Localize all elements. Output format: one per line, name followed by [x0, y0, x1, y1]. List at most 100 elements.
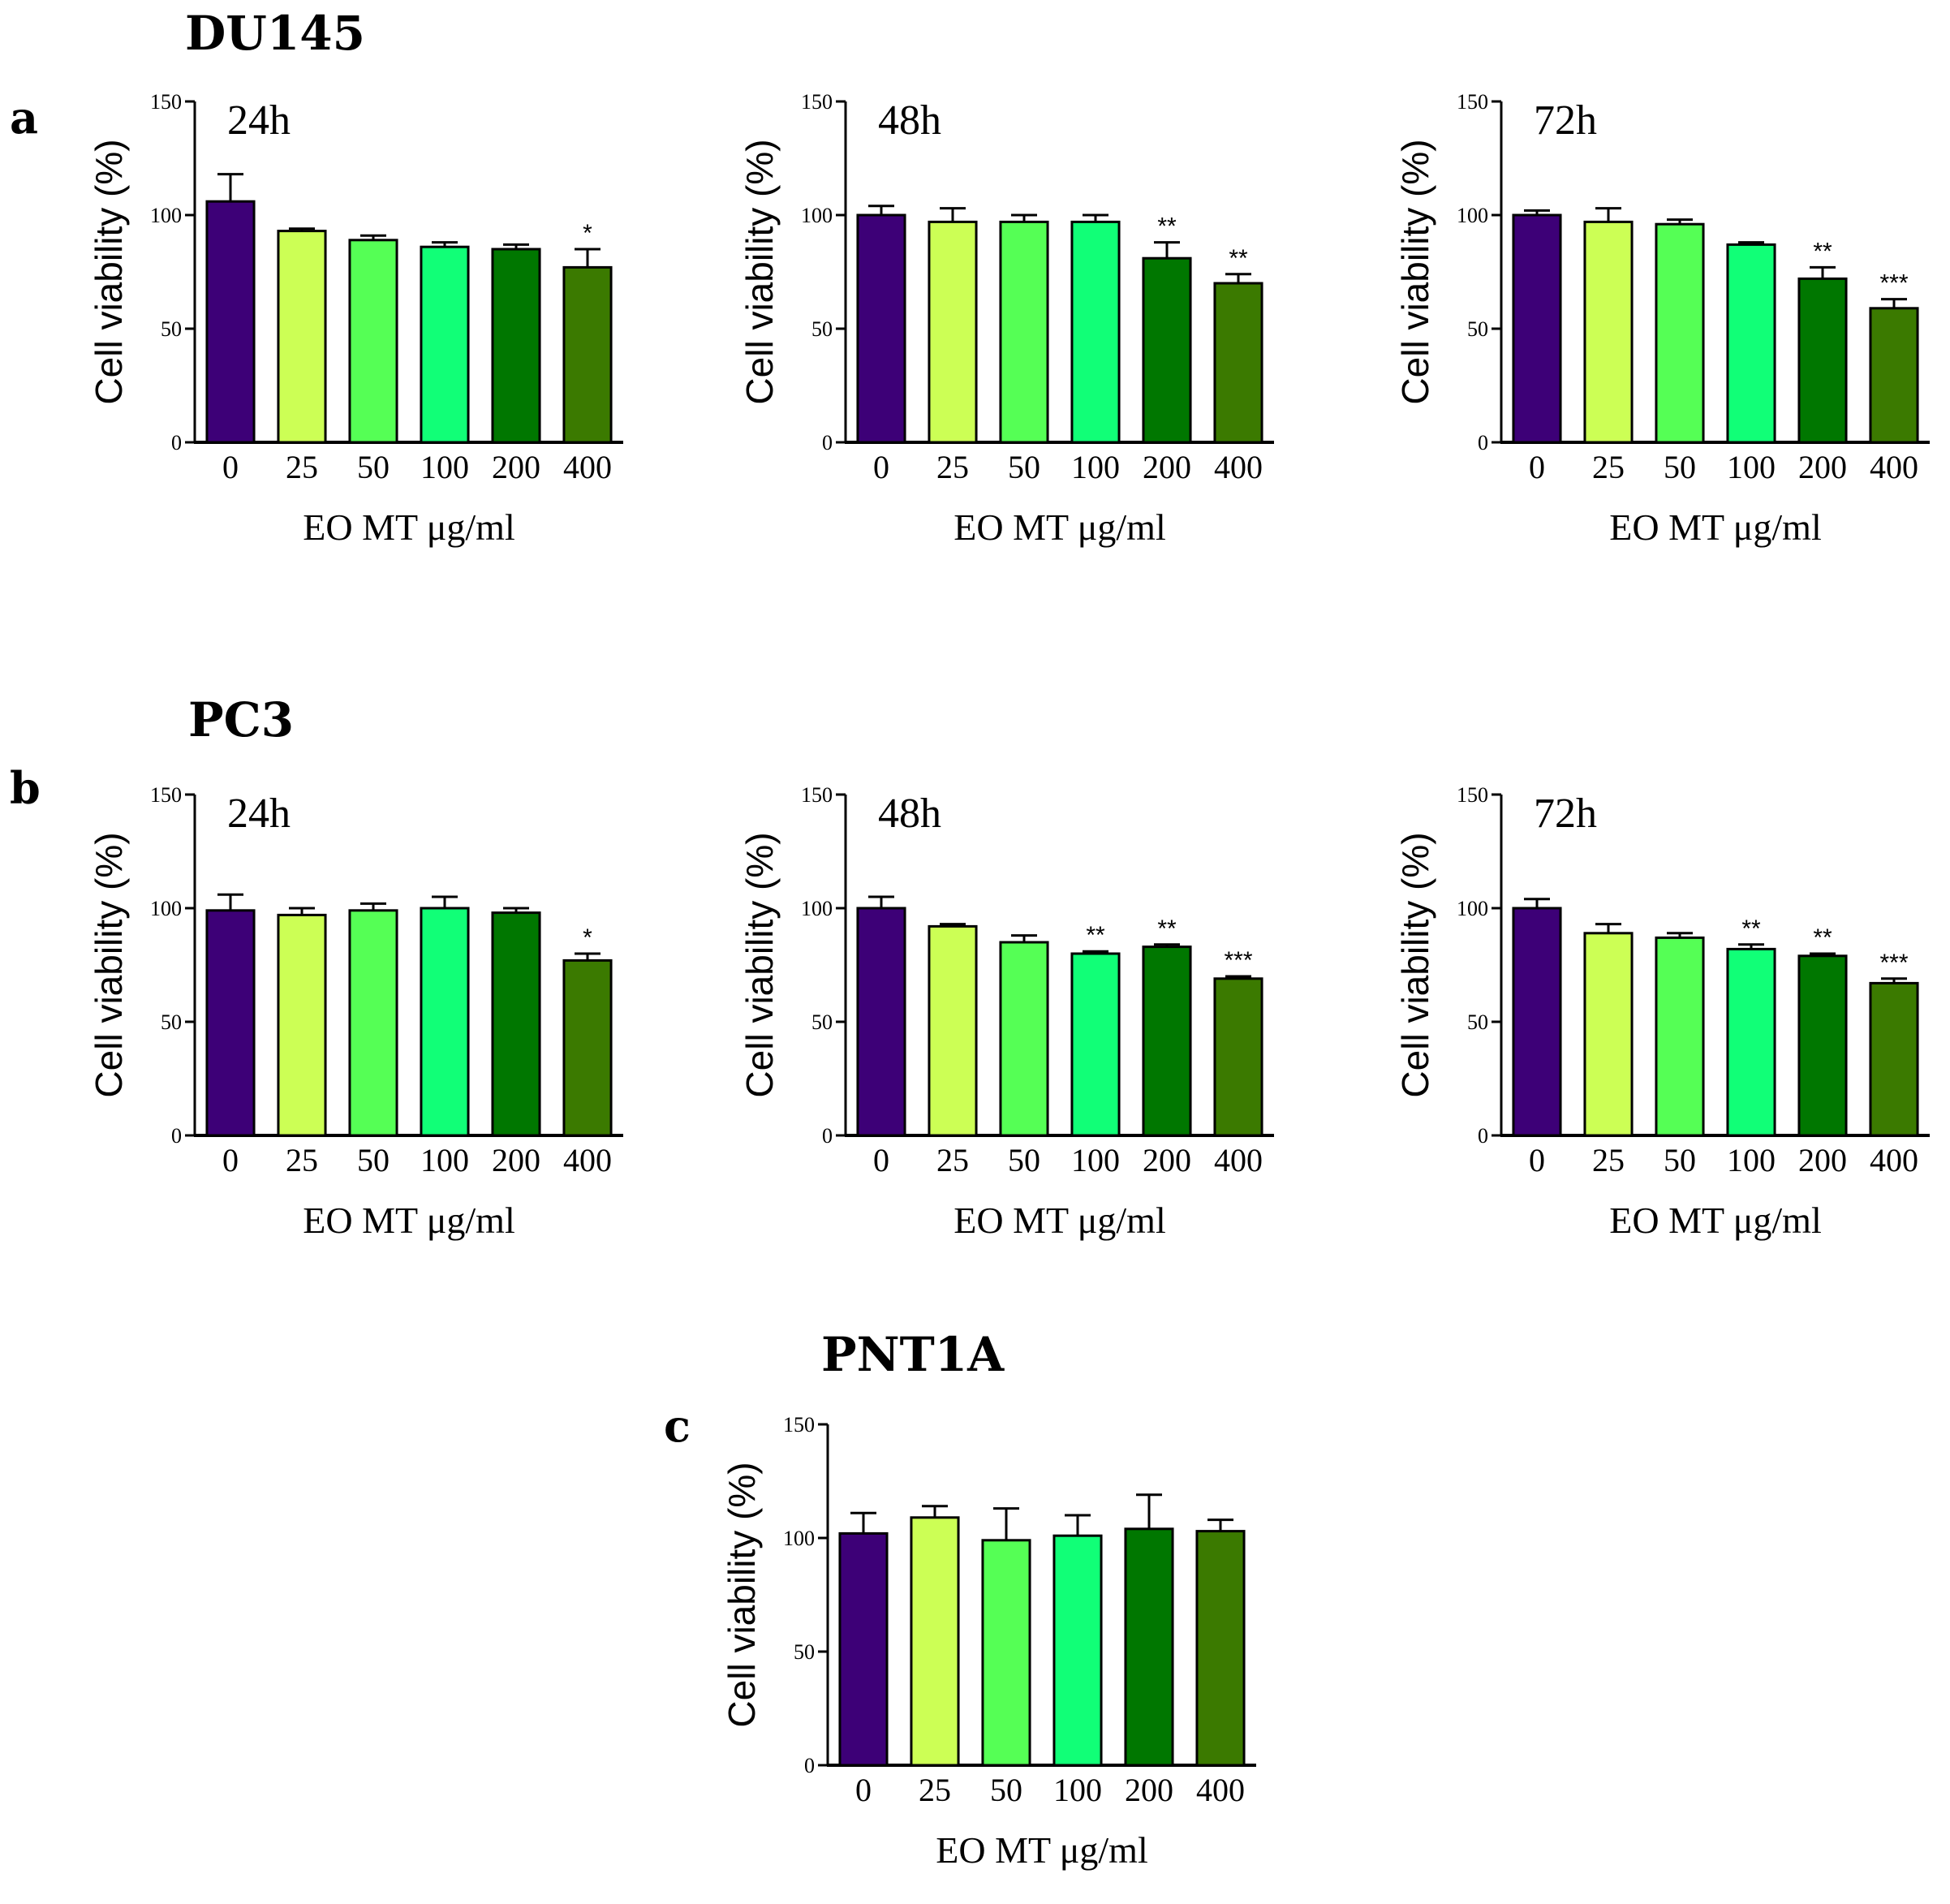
x-category-label: 25 — [936, 1142, 969, 1178]
y-tick-label: 50 — [794, 1640, 815, 1664]
y-tick-label: 150 — [1457, 90, 1488, 114]
y-tick-label: 100 — [801, 204, 833, 227]
x-category-label: 0 — [222, 449, 239, 485]
x-category-label: 50 — [357, 449, 390, 485]
panel-letter-c: c — [664, 1400, 691, 1452]
x-category-label: 100 — [1053, 1772, 1102, 1808]
y-axis-label: Cell viability (%) — [88, 139, 130, 404]
y-tick-label: 0 — [1478, 1124, 1488, 1148]
x-category-label: 25 — [286, 1142, 318, 1178]
x-category-label: 200 — [1798, 1142, 1847, 1178]
x-category-label: 400 — [563, 449, 612, 485]
chart-svg: 0 50 100 150 Cell viability (%) 72h 0 25 50 100 **… — [1394, 90, 1930, 548]
y-tick-label: 100 — [1457, 897, 1488, 920]
bar — [1726, 947, 1776, 1137]
chart-svg: 0 50 100 150 Cell viability (%) 24h 0 25 50 100 20… — [88, 90, 623, 548]
y-tick-label: 0 — [171, 431, 182, 454]
x-category-label: 400 — [1870, 449, 1918, 485]
y-tick-label: 50 — [1467, 1010, 1488, 1034]
x-axis-label: EO MT μg/ml — [936, 1829, 1148, 1871]
bar — [1124, 1527, 1174, 1767]
panel-letter-b: b — [10, 762, 41, 814]
y-tick-label: 100 — [1457, 204, 1488, 227]
x-axis-label: EO MT μg/ml — [953, 506, 1166, 548]
significance-marker: ** — [1229, 245, 1248, 272]
y-tick-label: 50 — [811, 1010, 833, 1034]
bar — [1142, 946, 1192, 1137]
panel-letter-a: a — [10, 92, 38, 144]
x-category-label: 100 — [420, 1142, 469, 1178]
x-category-label: 100 — [1071, 449, 1120, 485]
time-label: 72h — [1534, 97, 1597, 144]
x-category-label: 400 — [1870, 1142, 1918, 1178]
bar — [1070, 952, 1121, 1137]
significance-marker: *** — [1879, 270, 1908, 297]
x-category-label: 100 — [1071, 1142, 1120, 1178]
y-tick-label: 150 — [801, 90, 833, 114]
bar — [928, 220, 978, 444]
chart-svg: 0 50 100 150 Cell viability (%) 72h 0 25 50 ** 100… — [1394, 783, 1930, 1241]
bar — [1142, 256, 1192, 444]
bar — [838, 1531, 889, 1767]
x-category-label: 50 — [1664, 449, 1696, 485]
chart-svg: 0 50 100 150 Cell viability (%) 48h 0 25 50 100 **… — [738, 90, 1274, 548]
y-tick-label: 100 — [783, 1527, 815, 1550]
x-category-label: 0 — [1529, 1142, 1545, 1178]
bar — [981, 1539, 1031, 1767]
x-axis-label: EO MT μg/ml — [1609, 506, 1822, 548]
y-tick-label: 150 — [801, 783, 833, 807]
x-category-label: 25 — [1592, 1142, 1625, 1178]
bar — [1655, 222, 1705, 444]
x-axis-label: EO MT μg/ml — [1609, 1200, 1822, 1241]
y-tick-label: 0 — [822, 431, 833, 454]
y-tick-label: 50 — [811, 317, 833, 341]
x-category-label: 25 — [936, 449, 969, 485]
bar — [205, 200, 256, 444]
bar — [562, 958, 613, 1137]
y-tick-label: 50 — [161, 1010, 182, 1034]
chart-du145-24h: 0 50 100 150 Cell viability (%) 24h 0 25 50 100 20… — [81, 81, 641, 568]
y-axis-label: Cell viability (%) — [738, 139, 781, 404]
time-label: 24h — [227, 97, 291, 144]
bar — [999, 220, 1049, 444]
x-category-label: 200 — [1798, 449, 1847, 485]
significance-marker: ** — [1157, 915, 1177, 942]
bar — [856, 213, 906, 444]
x-category-label: 100 — [1727, 449, 1776, 485]
x-category-label: 0 — [873, 449, 889, 485]
significance-marker: *** — [1224, 947, 1252, 974]
significance-marker: ** — [1813, 238, 1832, 265]
y-tick-label: 150 — [1457, 783, 1488, 807]
y-axis-label: Cell viability (%) — [88, 832, 130, 1097]
x-category-label: 100 — [1727, 1142, 1776, 1178]
y-tick-label: 100 — [150, 204, 182, 227]
group-title-pc3: PC3 — [188, 692, 295, 747]
x-category-label: 0 — [855, 1772, 872, 1808]
x-category-label: 50 — [1008, 449, 1040, 485]
chart-svg: 0 50 100 150 Cell viability (%) 0 25 50 100 200 40… — [721, 1413, 1256, 1871]
bar — [1869, 981, 1919, 1137]
time-label: 72h — [1534, 790, 1597, 837]
x-category-label: 25 — [1592, 449, 1625, 485]
y-tick-label: 50 — [1467, 317, 1488, 341]
bar — [1726, 243, 1776, 444]
time-label: 48h — [878, 790, 941, 837]
bar — [1655, 936, 1705, 1137]
bar — [420, 245, 470, 444]
x-category-label: 100 — [420, 449, 469, 485]
y-axis-label: Cell viability (%) — [1394, 139, 1436, 404]
x-category-label: 200 — [1143, 449, 1191, 485]
bar — [491, 248, 541, 444]
x-category-label: 400 — [1214, 1142, 1263, 1178]
bar — [999, 941, 1049, 1137]
bar — [856, 907, 906, 1137]
bar — [205, 909, 256, 1137]
y-tick-label: 100 — [150, 897, 182, 920]
bar — [1583, 220, 1634, 444]
y-axis-label: Cell viability (%) — [721, 1462, 763, 1727]
chart-pnt1a: 0 50 100 150 Cell viability (%) 0 25 50 100 200 40… — [714, 1404, 1274, 1891]
x-category-label: 0 — [1529, 449, 1545, 485]
x-category-label: 400 — [563, 1142, 612, 1178]
bar — [348, 239, 398, 444]
